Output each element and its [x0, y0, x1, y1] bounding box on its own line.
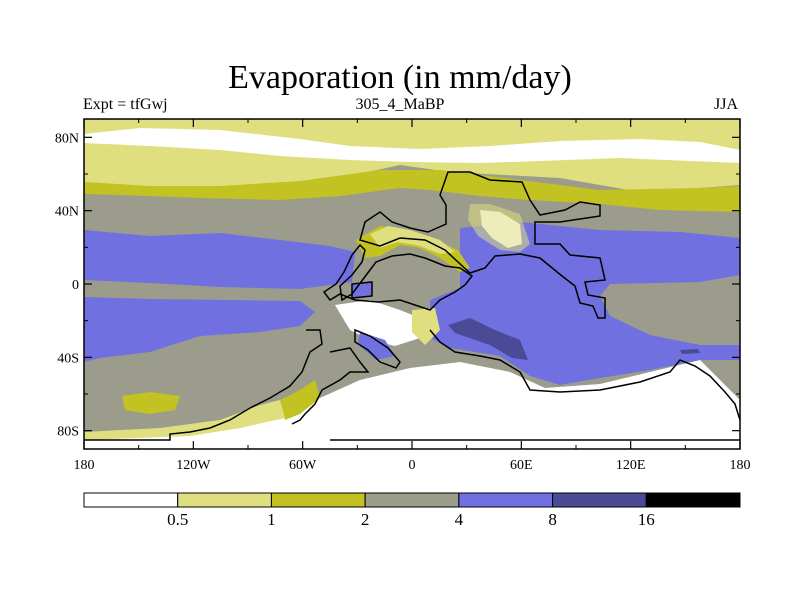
field-mediterranean-light: [370, 226, 455, 254]
season-label: JJA: [713, 96, 738, 113]
age-label: 305_4_MaBP: [355, 96, 445, 113]
coastline-southern-bay: [291, 347, 370, 425]
colorbar-label: 1: [267, 510, 276, 529]
field-dark-blue-spot: [680, 349, 700, 354]
colorbar-box: [270, 492, 366, 508]
field-dark-blue-patch: [448, 318, 528, 360]
lat-tick-label: 40N: [55, 205, 79, 220]
lat-tick-label: 80S: [57, 425, 79, 440]
lon-tick-label: 180: [730, 458, 751, 473]
colorbar: 0.5 1 2 4 8 16: [83, 492, 741, 529]
lat-tick-label: 0: [72, 278, 79, 293]
axis-ticks: 180 120W 60W 0 60E 120E 180 80N 40N 0 40S 80S: [55, 119, 751, 473]
field-south-light-strip: [84, 400, 285, 440]
lon-tick-label: 180: [74, 458, 95, 473]
field-south-continent-light: [412, 308, 440, 345]
lon-tick-label: 0: [409, 458, 416, 473]
field-blue-island-atlantic: [352, 282, 372, 298]
lon-tick-label: 60E: [510, 458, 533, 473]
field-south-continent-blue: [358, 332, 395, 360]
coastline-northern: [359, 171, 606, 319]
colorbar-label: 4: [455, 510, 464, 529]
field-band-north-white: [84, 128, 740, 163]
lon-tick-label: 120E: [616, 458, 646, 473]
colorbar-label: 16: [638, 510, 655, 529]
field-interior-light: [468, 204, 530, 252]
field-pacific-north-blue: [84, 230, 355, 289]
coastline-equatorial: [322, 243, 474, 311]
colorbar-label: 2: [361, 510, 370, 529]
colorbar-label: 0.5: [167, 510, 188, 529]
coastline-atlantic-island: [351, 281, 373, 299]
lon-tick-label: 60W: [289, 458, 317, 473]
lat-tick-label: 40S: [57, 351, 79, 366]
field-south-olive-west: [122, 392, 180, 414]
colorbar-box: [177, 492, 272, 508]
map-title: Evaporation (in mm/day): [228, 59, 572, 96]
field-pacific-south-blue: [84, 297, 315, 362]
coastline-southern-arm: [354, 328, 401, 369]
experiment-label: Expt = tfGwj: [83, 96, 168, 113]
field-band-north-olive: [84, 170, 740, 212]
colorbar-box: [645, 492, 741, 508]
coastline-southern-continent: [84, 329, 323, 441]
colorbar-box: [458, 492, 554, 508]
coastlines: [84, 171, 741, 441]
colorbar-box: [83, 492, 179, 508]
coastline-southern-peninsula: [429, 329, 741, 421]
colorbar-label: 8: [548, 510, 557, 529]
field-antarctic-white: [84, 360, 740, 449]
lon-tick-label: 120W: [176, 458, 211, 473]
lat-tick-label: 80N: [55, 131, 79, 146]
field-south-olive-central: [280, 380, 320, 420]
colorbar-box: [364, 492, 460, 508]
field-south-continent-white: [335, 300, 430, 346]
map-field: [84, 119, 740, 449]
colorbar-box: [552, 492, 647, 508]
